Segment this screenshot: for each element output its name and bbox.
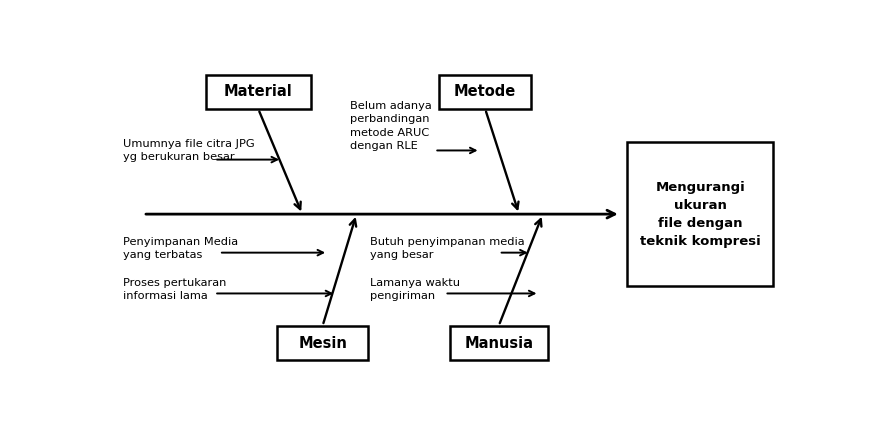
FancyBboxPatch shape <box>440 75 531 109</box>
Text: Mengurangi
ukuran
file dengan
teknik kompresi: Mengurangi ukuran file dengan teknik kom… <box>640 181 760 248</box>
Text: Penyimpanan Media
yang terbatas: Penyimpanan Media yang terbatas <box>122 237 238 260</box>
Text: Manusia: Manusia <box>464 335 533 351</box>
Text: Material: Material <box>224 84 293 99</box>
FancyBboxPatch shape <box>205 75 311 109</box>
Text: Belum adanya
perbandingan
metode ARUC
dengan RLE: Belum adanya perbandingan metode ARUC de… <box>350 101 432 151</box>
FancyBboxPatch shape <box>277 326 368 360</box>
Text: Butuh penyimpanan media
yang besar: Butuh penyimpanan media yang besar <box>370 237 524 260</box>
Text: Mesin: Mesin <box>298 335 347 351</box>
FancyBboxPatch shape <box>449 326 548 360</box>
Text: Umumnya file citra JPG
yg berukuran besar: Umumnya file citra JPG yg berukuran besa… <box>122 139 254 162</box>
Text: Lamanya waktu
pengiriman: Lamanya waktu pengiriman <box>370 278 460 301</box>
Text: Metode: Metode <box>454 84 517 99</box>
FancyBboxPatch shape <box>628 142 773 286</box>
Text: Proses pertukaran
informasi lama: Proses pertukaran informasi lama <box>122 278 226 301</box>
